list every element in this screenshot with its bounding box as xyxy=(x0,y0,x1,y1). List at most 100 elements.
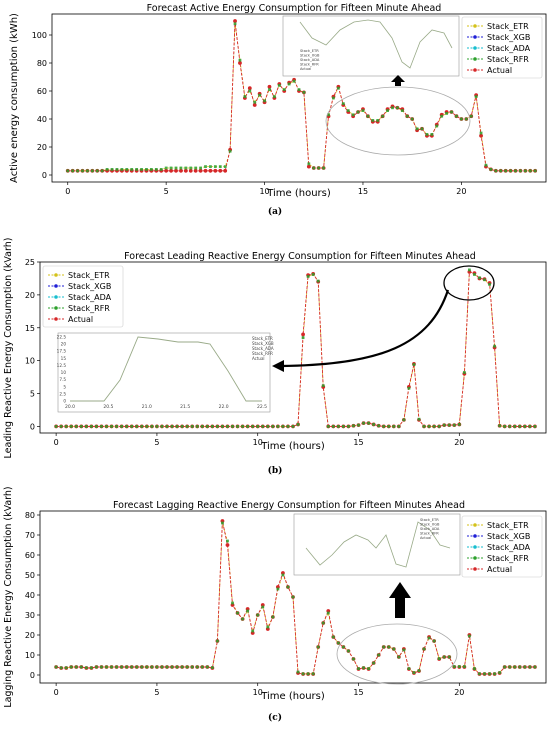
panel-b-point-forecast xyxy=(427,425,431,428)
panel-b-point-forecast xyxy=(377,424,381,428)
panel-a-label: (a) xyxy=(268,206,282,217)
panel-a-point-forecast xyxy=(523,169,527,173)
panel-b-point-forecast xyxy=(347,425,350,428)
panel-a-inset-box xyxy=(282,15,460,77)
panel-b-xtick-label: 20 xyxy=(454,438,464,447)
panel-c-point-forecast xyxy=(402,648,406,652)
panel-b-point-forecast xyxy=(271,425,275,428)
panel-b-point-forecast xyxy=(221,425,224,428)
panel-c-point-forecast xyxy=(462,665,466,668)
panel-b-point-forecast xyxy=(261,425,265,428)
panel-b-point-forecast xyxy=(216,425,219,428)
panel-b-point-forecast xyxy=(200,425,204,428)
panel-b-point-forecast xyxy=(341,425,345,428)
panel-c-title: Forecast Lagging Reactive Energy Consump… xyxy=(113,500,465,511)
panel-c-ytick-label: 20 xyxy=(25,631,35,640)
panel-c-ytick-label: 70 xyxy=(25,531,35,540)
panel-b-point-forecast xyxy=(447,423,451,427)
panel-b-point-forecast xyxy=(64,425,68,428)
legend-marker xyxy=(473,24,477,28)
panel-a-point-forecast xyxy=(287,82,291,86)
panel-a-point-forecast xyxy=(204,165,207,168)
panel-a-point-forecast xyxy=(258,93,262,97)
panel-c-point-forecast xyxy=(140,665,144,669)
panel-b-point-forecast xyxy=(69,425,73,428)
legend-label: Stack_XGB xyxy=(487,532,530,541)
panel-b-xtick-label: 0 xyxy=(54,438,59,447)
panel-a-point-forecast xyxy=(341,102,345,105)
panel-c-point-forecast xyxy=(100,665,103,669)
panel-b-inset-ytick-label: 15 xyxy=(61,356,67,361)
panel-a-inset-legend-label: Stack_ETR xyxy=(300,49,319,53)
panel-c-point-forecast xyxy=(493,672,496,676)
panel-c-legend: Stack_ETR Stack_XGB Stack_ADA Stack_RFR Actu… xyxy=(461,515,543,578)
panel-b-title: Forecast Leading Reactive Energy Consump… xyxy=(124,251,476,262)
panel-b-xtick-label: 10 xyxy=(253,438,263,447)
panel-c-point-forecast xyxy=(392,647,396,651)
panel-b-zoom-ellipse xyxy=(443,265,495,301)
panel-a-ytick-label: 80 xyxy=(37,59,47,68)
panel-b-point-forecast xyxy=(513,425,517,428)
panel-a-point-forecast xyxy=(469,114,473,118)
panel-a-point-actual xyxy=(252,103,257,107)
panel-a-series-stack-etr xyxy=(67,23,536,172)
panel-a-point-forecast xyxy=(479,131,483,135)
panel-b-ytick-label: 5 xyxy=(30,390,35,399)
panel-b-point-forecast xyxy=(483,278,486,282)
panel-c-point-forecast xyxy=(301,672,305,676)
panel-a-point-forecast xyxy=(420,127,424,131)
panel-b-inset-legend-label: Stack_ETR xyxy=(252,336,273,341)
panel-b-point-forecast xyxy=(59,425,63,428)
panel-a-point-forecast xyxy=(351,113,355,117)
panel-b-point-forecast xyxy=(432,425,436,428)
panel-a-point-forecast xyxy=(120,168,124,171)
panel-a-point-forecast xyxy=(277,84,281,87)
panel-b-point-forecast xyxy=(145,425,149,428)
panel-c-point-forecast xyxy=(326,611,330,615)
panel-a-point-forecast xyxy=(90,169,94,173)
panel-c-point-forecast xyxy=(382,645,386,649)
panel-a-point-actual xyxy=(169,168,173,173)
legend-marker xyxy=(473,567,477,571)
panel-b-point-forecast xyxy=(241,425,245,428)
legend-label: Stack_ADA xyxy=(487,543,531,552)
panel-b-point-forecast xyxy=(231,425,234,428)
panel-b-inset-ytick-label: 20 xyxy=(61,342,67,347)
panel-a-inset-line xyxy=(299,19,453,69)
panel-b-legend-box xyxy=(42,265,124,328)
panel-a-inset-legend-label: Stack_ADA xyxy=(300,58,320,62)
panel-c-point-forecast xyxy=(195,665,199,669)
panel-b-point-forecast xyxy=(130,425,134,428)
panel-c-point-forecast xyxy=(432,639,436,643)
legend-label: Stack_ADA xyxy=(68,293,112,302)
legend-marker xyxy=(54,284,58,288)
panel-a-point-forecast xyxy=(86,169,89,173)
panel-a-point-forecast xyxy=(209,165,212,168)
panel-a-point-forecast xyxy=(489,168,493,171)
panel-a-point-forecast xyxy=(327,113,330,117)
panel-a-legend: Stack_ETR Stack_XGB Stack_ADA Stack_RFR Actu… xyxy=(461,16,543,79)
panel-c-point-forecast xyxy=(412,671,416,674)
panel-c-point-forecast xyxy=(417,669,421,672)
panel-a-point-forecast xyxy=(263,99,266,103)
panel-b-point-forecast xyxy=(488,282,491,286)
panel-b-point-actual xyxy=(301,332,305,337)
panel-c-point-forecast xyxy=(105,665,108,669)
panel-a-point-forecast xyxy=(435,124,439,128)
panel-a-point-actual xyxy=(174,168,178,173)
panel-b-point-forecast xyxy=(357,423,360,427)
legend-label: Stack_ETR xyxy=(68,271,110,280)
panel-c-label: (c) xyxy=(268,712,282,723)
panel-b-point-forecast xyxy=(407,386,411,390)
panel-c-point-forecast xyxy=(498,671,502,674)
panel-a-arrow-icon xyxy=(391,75,405,86)
panel-a-xtick-label: 20 xyxy=(456,187,466,196)
panel-b-point-forecast xyxy=(180,425,184,428)
panel-c-point-forecast xyxy=(261,605,265,609)
panel-a-point-forecast xyxy=(322,166,326,170)
panel-c-inset-legend-label: Stack_ADA xyxy=(420,527,440,531)
panel-a-point-actual xyxy=(247,86,252,91)
panel-c-point-forecast xyxy=(256,613,260,617)
panel-a-point-actual xyxy=(223,168,228,173)
